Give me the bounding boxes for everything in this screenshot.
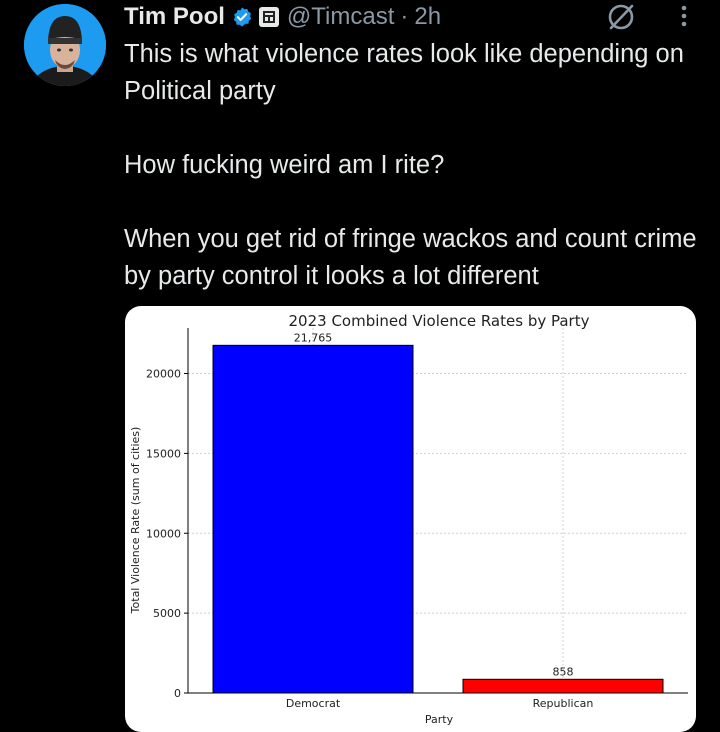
tweet-paragraph: How fucking weird am I rite? <box>124 151 445 179</box>
bar <box>462 678 664 694</box>
post-time[interactable]: 2h <box>414 3 442 30</box>
y-tick-label: 15000 <box>146 447 181 460</box>
bar <box>212 344 414 694</box>
y-tick-label: 20000 <box>146 368 181 381</box>
x-axis-label: Party <box>425 713 454 726</box>
more-options-icon[interactable] <box>680 4 688 33</box>
y-tick-label: 5000 <box>153 607 181 620</box>
tweet-text: This is what violence rates look like de… <box>124 36 704 295</box>
tweet-paragraph: This is what violence rates look like de… <box>124 40 684 105</box>
avatar[interactable] <box>24 4 106 86</box>
author-name[interactable]: Tim Pool <box>124 3 225 30</box>
data-label: 858 <box>553 665 574 678</box>
grok-icon[interactable] <box>606 2 636 37</box>
chart-title: 2023 Combined Violence Rates by Party <box>289 312 590 330</box>
data-label: 21,765 <box>294 331 333 344</box>
bar-chart: 2023 Combined Violence Rates by Party To… <box>129 312 688 726</box>
tweet-header: Tim Pool @Timcast · 2h <box>124 0 720 34</box>
x-tick-label: Democrat <box>286 697 341 710</box>
media-card[interactable]: 2023 Combined Violence Rates by Party To… <box>125 306 696 732</box>
affiliate-badge-icon[interactable] <box>258 7 279 27</box>
meta-separator: · <box>400 3 409 30</box>
verified-badge-icon <box>231 6 253 28</box>
author-handle[interactable]: @Timcast <box>286 3 395 30</box>
y-tick-label: 10000 <box>146 527 181 540</box>
x-tick-label: Republican <box>533 697 594 710</box>
y-axis-label: Total Violence Rate (sum of cities) <box>129 427 142 615</box>
tweet-paragraph: When you get rid of fringe wackos and co… <box>124 225 697 290</box>
y-tick-label: 0 <box>174 687 181 700</box>
